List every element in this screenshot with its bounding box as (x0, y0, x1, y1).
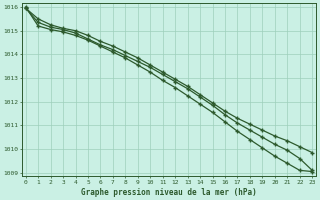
X-axis label: Graphe pression niveau de la mer (hPa): Graphe pression niveau de la mer (hPa) (81, 188, 257, 197)
